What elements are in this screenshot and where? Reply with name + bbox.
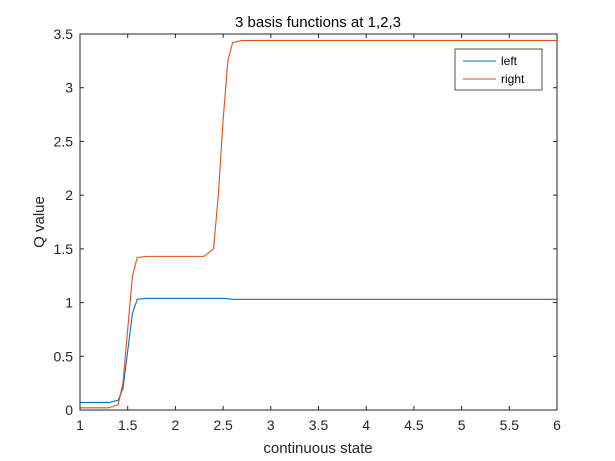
y-axis: 0 0.5 1 1.5 2 2.5 3 3.5 [54, 26, 557, 418]
x-tick-label: 4 [362, 417, 370, 433]
x-tick-label: 3 [267, 417, 275, 433]
series-layer [80, 39, 557, 409]
legend: left right [454, 48, 543, 91]
y-tick-label: 1 [65, 295, 73, 311]
x-tick-label: 5.5 [500, 417, 520, 433]
y-tick-label: 2 [65, 187, 73, 203]
chart-title: 3 basis functions at 1,2,3 [235, 14, 401, 31]
x-axis-label: continuous state [263, 440, 372, 457]
legend-box [454, 48, 543, 91]
x-tick-label: 6 [553, 417, 561, 433]
y-tick-label: 3 [65, 80, 73, 96]
x-tick-label: 1.5 [118, 417, 138, 433]
legend-label-left: left [501, 54, 518, 68]
y-tick-label: 3.5 [54, 26, 74, 42]
x-tick-label: 2 [172, 417, 180, 433]
y-tick-label: 0 [65, 402, 73, 418]
y-tick-label: 2.5 [54, 133, 74, 149]
x-tick-label: 5 [458, 417, 466, 433]
x-tick-label: 1 [76, 417, 84, 433]
x-tick-label: 2.5 [213, 417, 233, 433]
y-tick-label: 0.5 [54, 348, 74, 364]
y-tick-label: 1.5 [54, 241, 74, 257]
y-axis-label: Q value [31, 196, 48, 248]
plot-area [80, 34, 557, 410]
legend-label-right: right [501, 72, 525, 86]
series-line-right [80, 39, 557, 409]
x-tick-label: 3.5 [309, 417, 329, 433]
x-axis: 1 1.5 2 2.5 3 3.5 4 4.5 5 5.5 6 [76, 34, 561, 433]
x-tick-label: 4.5 [404, 417, 424, 433]
